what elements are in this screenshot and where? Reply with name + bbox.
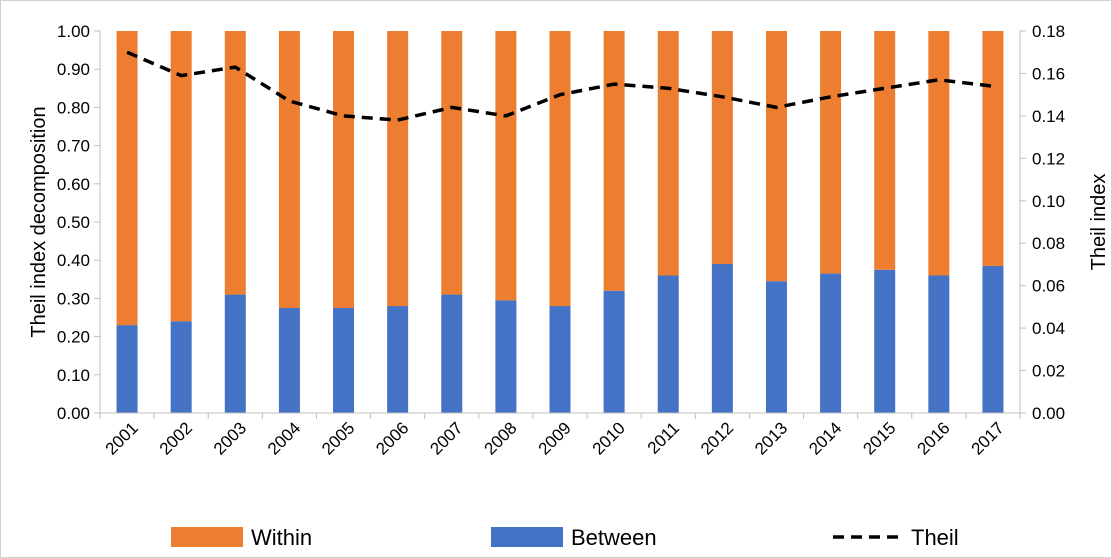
y-right-tick-label: 0.14	[1032, 107, 1065, 126]
bar-within-2004	[278, 31, 300, 308]
y-left-tick-label: 0.30	[57, 289, 90, 308]
y-left-tick-label: 0.40	[57, 251, 90, 270]
x-tick-label-2001: 2001	[102, 418, 142, 458]
legend-label-within: Within	[251, 525, 312, 550]
y-left-tick-label: 1.00	[57, 22, 90, 41]
y-right-tick-label: 0.12	[1032, 149, 1065, 168]
x-tick-label-2003: 2003	[210, 418, 250, 458]
x-tick-label-2015: 2015	[859, 418, 899, 458]
y-right-tick-label: 0.04	[1032, 319, 1065, 338]
y-right-tick-label: 0.06	[1032, 277, 1065, 296]
bar-between-2001	[116, 325, 138, 413]
y-left-tick-label: 0.60	[57, 175, 90, 194]
bar-within-2012	[711, 31, 733, 265]
y-left-tick-label: 0.70	[57, 137, 90, 156]
x-tick-label-2004: 2004	[264, 418, 304, 458]
bar-within-2017	[982, 31, 1004, 266]
x-tick-label-2005: 2005	[318, 418, 358, 458]
theil-line-layer	[126, 50, 994, 122]
axes-layer	[94, 30, 1026, 419]
x-tick-label-2014: 2014	[805, 418, 845, 458]
bar-between-2009	[549, 306, 571, 413]
y-left-tick-label: 0.00	[57, 404, 90, 423]
y-left-tick-label: 0.50	[57, 213, 90, 232]
y-axis-right-title: Theil index	[1088, 174, 1110, 271]
x-tick-label-2012: 2012	[697, 418, 737, 458]
y-axis-left-title: Theil index decomposition	[28, 106, 50, 337]
x-tick-label-2002: 2002	[156, 418, 196, 458]
line-theil	[126, 50, 994, 122]
bar-within-2016	[928, 31, 950, 276]
bar-between-2015	[874, 269, 896, 413]
x-tick-label-2011: 2011	[644, 418, 683, 457]
bar-within-2001	[116, 31, 138, 326]
y-right-tick-label: 0.02	[1032, 362, 1065, 381]
x-tick-label-2007: 2007	[426, 418, 466, 458]
bar-between-2006	[387, 306, 409, 413]
bar-between-2014	[820, 273, 842, 413]
x-tick-label-2017: 2017	[968, 418, 1008, 458]
legend-item-theil: Theil	[833, 525, 959, 550]
legend-swatch-between	[491, 527, 563, 547]
bar-between-2005	[333, 307, 355, 413]
x-tick-label-2009: 2009	[535, 418, 575, 458]
bar-within-2011	[657, 31, 679, 276]
bar-between-2007	[441, 294, 463, 413]
legend: Within Between Theil	[171, 525, 959, 550]
bar-between-2004	[278, 307, 300, 413]
y-left-tick-label: 0.90	[57, 60, 90, 79]
bar-within-2007	[441, 31, 463, 295]
y-left-tick-label: 0.80	[57, 98, 90, 117]
legend-item-within: Within	[171, 525, 312, 550]
x-tick-label-2016: 2016	[913, 418, 953, 458]
bar-between-2011	[657, 275, 679, 413]
bar-between-2008	[495, 300, 517, 413]
y-right-tick-label: 0.18	[1032, 22, 1065, 41]
x-tick-label-2010: 2010	[589, 418, 629, 458]
bar-within-2009	[549, 31, 571, 307]
bar-between-2012	[711, 264, 733, 413]
y-left-tick-label: 0.20	[57, 328, 90, 347]
y-left-tick-label: 0.10	[57, 366, 90, 385]
bars-layer	[116, 31, 1004, 413]
bar-within-2013	[765, 31, 787, 282]
bar-between-2016	[928, 275, 950, 413]
legend-label-between: Between	[571, 525, 657, 550]
bar-within-2010	[603, 31, 625, 291]
bar-between-2013	[765, 281, 787, 413]
bar-within-2008	[495, 31, 517, 301]
x-tick-label-2006: 2006	[372, 418, 412, 458]
x-tick-label-2013: 2013	[751, 418, 791, 458]
legend-swatch-within	[171, 527, 243, 547]
y-right-tick-label: 0.16	[1032, 64, 1065, 83]
y-right-tick-label: 0.00	[1032, 404, 1065, 423]
bar-within-2014	[820, 31, 842, 274]
bar-within-2005	[333, 31, 355, 308]
bar-within-2002	[170, 31, 192, 322]
bar-between-2017	[982, 265, 1004, 413]
bar-between-2003	[224, 294, 246, 413]
bar-within-2006	[387, 31, 409, 307]
bar-within-2015	[874, 31, 896, 270]
y-right-tick-label: 0.08	[1032, 234, 1065, 253]
y-right-tick-label: 0.10	[1032, 192, 1065, 211]
legend-label-theil: Theil	[911, 525, 959, 550]
bar-between-2002	[170, 321, 192, 413]
bar-between-2010	[603, 290, 625, 413]
legend-item-between: Between	[491, 525, 657, 550]
bar-within-2003	[224, 31, 246, 295]
x-tick-label-2008: 2008	[481, 418, 521, 458]
